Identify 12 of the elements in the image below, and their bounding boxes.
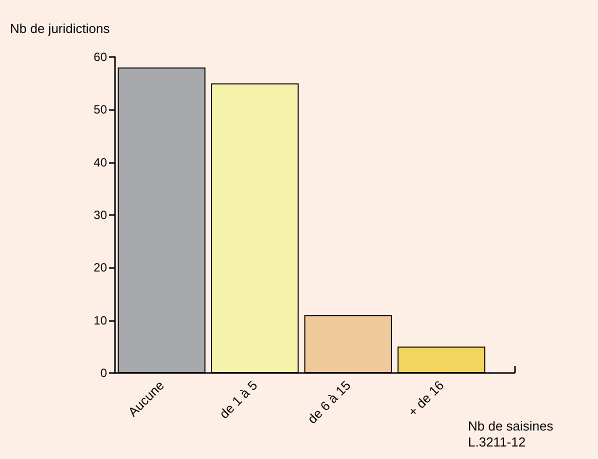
x-tick-label: de 6 à 15	[304, 378, 354, 427]
x-tick-label: de 1 à 5	[216, 378, 260, 422]
y-tick-label: 10	[94, 313, 108, 328]
x-tick-label: + de 16	[405, 378, 447, 420]
y-tick-label: 0	[100, 366, 108, 380]
x-axis-title: Nb de saisines L.3211-12	[468, 418, 554, 450]
y-tick-label: 30	[94, 208, 108, 222]
y-tick-label: 60	[94, 50, 108, 64]
y-tick-label: 50	[94, 102, 108, 117]
y-axis-title: Nb de juridictions	[10, 21, 110, 36]
y-tick-label: 20	[94, 260, 108, 275]
y-tick-label: 40	[94, 155, 108, 170]
